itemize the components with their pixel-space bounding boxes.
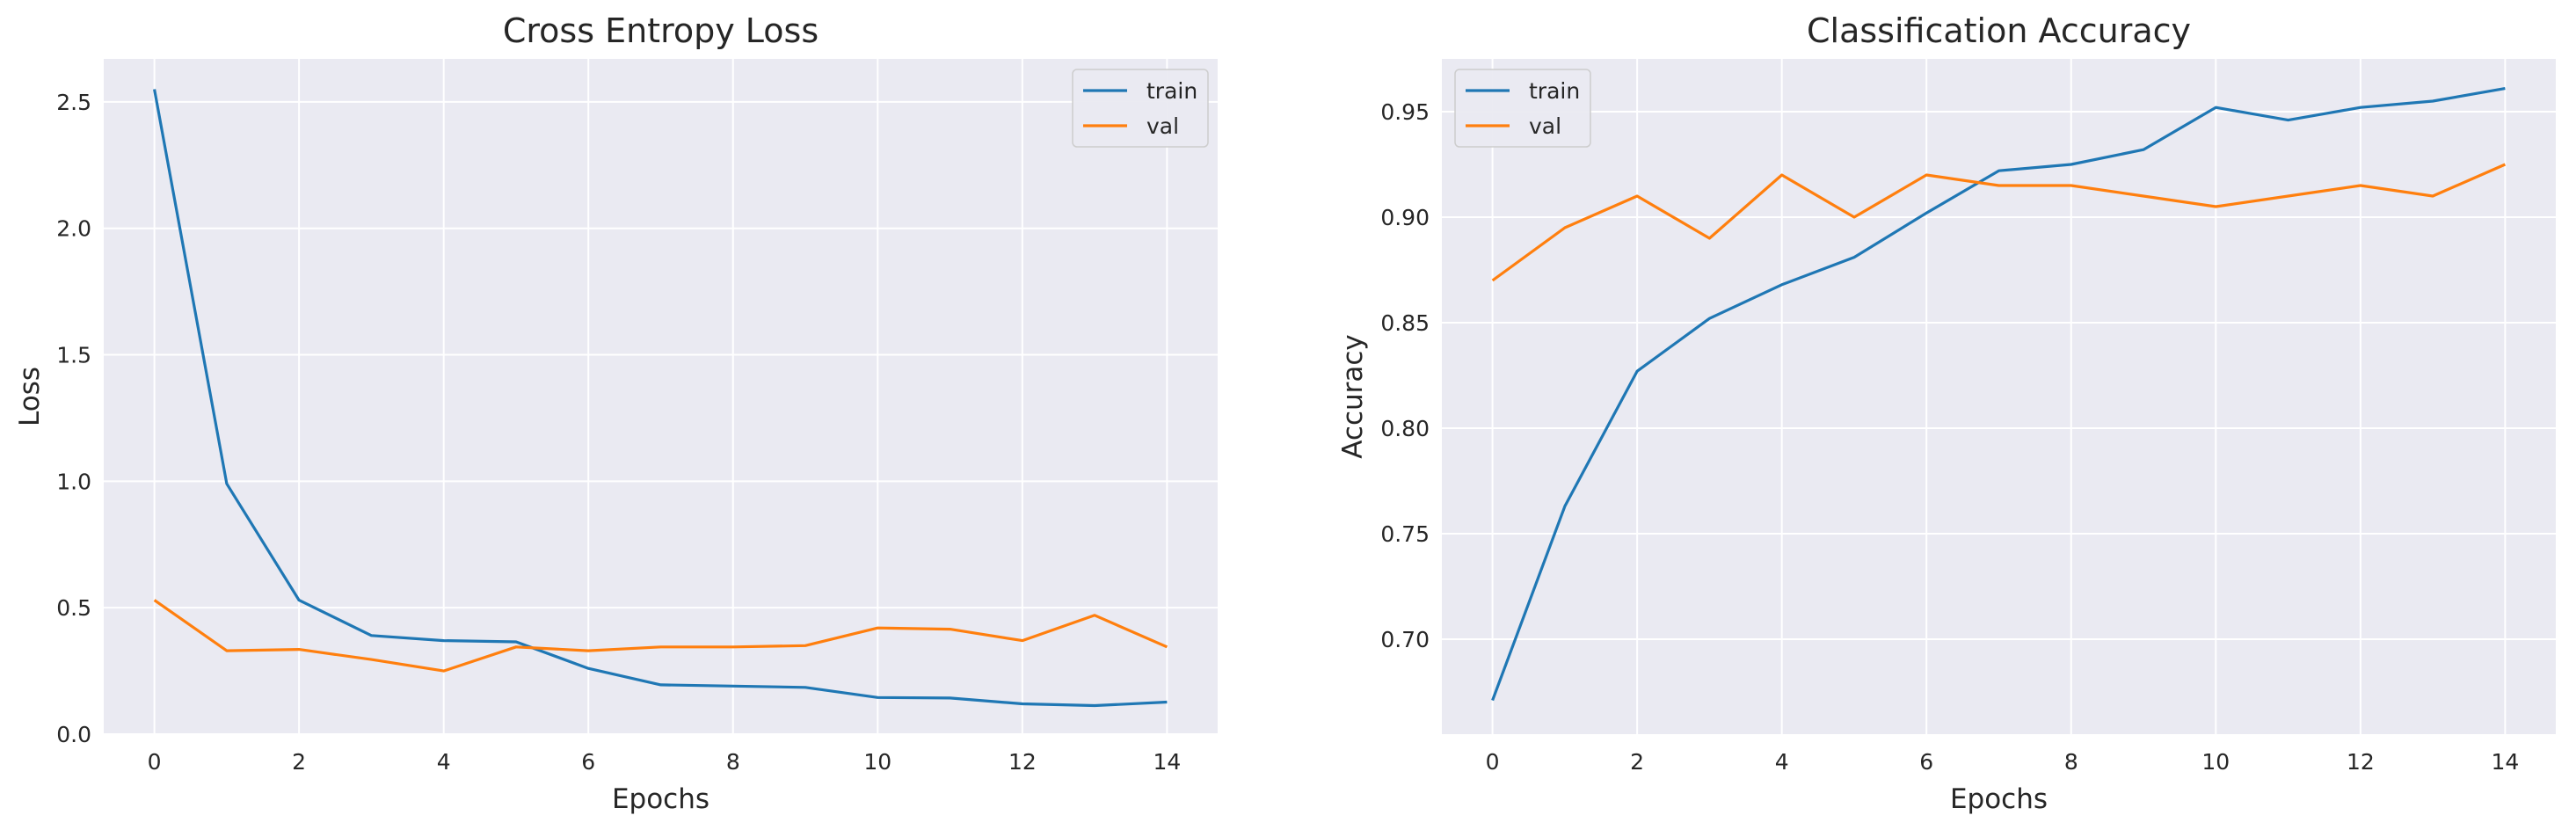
legend-label-train: train	[1146, 78, 1197, 104]
legend-box	[1072, 69, 1209, 148]
x-tick-label: 14	[2492, 749, 2520, 775]
y-tick-label: 0.70	[1380, 627, 1430, 652]
y-tick-label: 0.5	[56, 595, 91, 621]
y-tick-label: 0.95	[1380, 99, 1430, 125]
x-tick-label: 12	[2347, 749, 2375, 775]
y-tick-label: 0.85	[1380, 310, 1430, 336]
y-tick-label: 2.5	[56, 90, 91, 115]
x-tick-label: 14	[1153, 749, 1182, 775]
y-tick-label: 1.0	[56, 469, 91, 494]
series-line-train	[153, 89, 1168, 708]
chart-title: Classification Accuracy	[1807, 11, 2191, 50]
x-tick-label: 6	[1919, 749, 1933, 775]
x-tick-label: 2	[1630, 749, 1644, 775]
x-tick-label: 0	[148, 749, 162, 775]
y-tick-label: 1.5	[56, 343, 91, 368]
x-tick-label: 4	[1775, 749, 1789, 775]
y-tick-label: 0.0	[56, 722, 91, 747]
series-line-val	[153, 599, 1168, 673]
x-tick-label: 12	[1008, 749, 1037, 775]
y-axis-label: Accuracy	[1337, 334, 1369, 459]
y-tick-label: 0.80	[1380, 416, 1430, 441]
y-axis-label: Loss	[14, 367, 46, 426]
y-tick-label: 2.0	[56, 216, 91, 242]
x-axis-label: Epochs	[1950, 783, 2048, 815]
x-tick-label: 4	[437, 749, 451, 775]
legend: train val	[1454, 69, 1591, 148]
series-line-val	[1491, 163, 2507, 282]
x-tick-label: 8	[726, 749, 740, 775]
plot-area	[104, 59, 1218, 734]
y-tick-label: 0.75	[1380, 521, 1430, 547]
x-tick-label: 10	[863, 749, 891, 775]
legend-label-val: val	[1529, 113, 1561, 139]
legend-label-val: val	[1146, 113, 1179, 139]
legend-box	[1454, 69, 1591, 148]
x-tick-label: 0	[1486, 749, 1500, 775]
plot-area	[1442, 59, 2556, 734]
x-axis-label: Epochs	[612, 783, 709, 815]
y-tick-label: 0.90	[1380, 205, 1430, 230]
x-tick-label: 8	[2064, 749, 2078, 775]
chart-panel-2: 0 2 4 6 8 10 12 14 0.70 0.75 0.80 0.85 0.90 0.95 Class…	[1337, 11, 2556, 815]
x-tick-label: 6	[581, 749, 595, 775]
series-line-train	[1491, 87, 2506, 702]
x-tick-label: 10	[2201, 749, 2230, 775]
legend: train val	[1072, 69, 1209, 148]
x-tick-label: 2	[292, 749, 306, 775]
chart-title: Cross Entropy Loss	[503, 11, 819, 50]
chart-panel-1: 0 2 4 6 8 10 12 14 0.0 0.5 1.0 1.5 2.0 2.5 Cross Entro…	[14, 11, 1218, 815]
legend-label-train: train	[1529, 78, 1580, 104]
